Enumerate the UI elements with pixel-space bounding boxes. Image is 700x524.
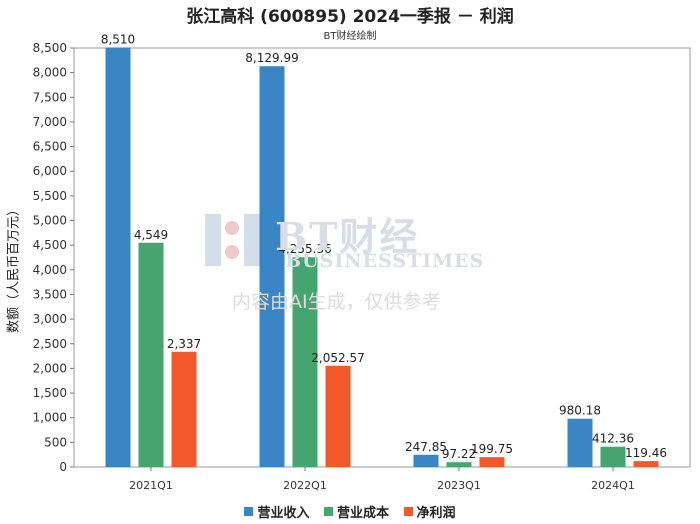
legend-item-net-profit[interactable]: 净利润 <box>403 502 456 521</box>
legend-swatch-net-profit <box>403 507 413 516</box>
bar-value-label: 199.75 <box>471 442 513 456</box>
bar <box>138 242 164 467</box>
y-tick-label: 3,500 <box>33 287 67 301</box>
legend-swatch-cost <box>323 507 333 516</box>
legend-item-revenue[interactable]: 营业收入 <box>244 502 309 521</box>
bar-value-label: 97.22 <box>442 447 476 461</box>
y-tick-label: 8,500 <box>33 41 67 55</box>
legend-item-cost[interactable]: 营业成本 <box>323 502 389 521</box>
bar <box>105 47 131 468</box>
bar <box>259 66 285 467</box>
watermark-sub: BUSINESSTIMES <box>285 250 485 272</box>
x-tick-label: 2022Q1 <box>283 479 327 492</box>
y-tick-label: 3,000 <box>33 312 67 326</box>
watermark-notice: 内容由AI生成，仅供参考 <box>232 291 441 313</box>
y-tick-label: 5,000 <box>33 214 67 228</box>
watermark-brand: BT财经 <box>275 214 420 259</box>
x-tick-label: 2024Q1 <box>591 479 635 492</box>
chart-title: 张江高科 (600895) 2024一季报 － 利润 <box>186 7 514 27</box>
bar <box>325 365 351 467</box>
bar-value-label: 8,510 <box>101 33 135 47</box>
bar <box>446 462 472 467</box>
y-axis-label: 数额（人民币百万元） <box>6 202 22 334</box>
bar <box>413 454 439 467</box>
x-tick-label: 2023Q1 <box>437 479 481 492</box>
y-tick-label: 6,500 <box>33 140 67 154</box>
chart-subtitle: BT财经绘制 <box>323 31 377 42</box>
y-tick-label: 5,500 <box>33 189 67 203</box>
y-tick-label: 4,500 <box>33 238 67 252</box>
chart-data-labels: 8,510 4,549 2,337 8,129.99 4,255.36 2,052.57 2… <box>101 33 667 462</box>
bar-value-label: 4,255.36 <box>278 242 331 256</box>
bar-value-label: 247.85 <box>405 440 447 454</box>
bar-value-label: 2,052.57 <box>311 351 364 365</box>
y-tick-label: 4,000 <box>33 263 67 277</box>
chart-axes: 0 500 1,000 1,500 2,000 2,500 3,000 3,500 4,000 4… <box>33 41 691 492</box>
bar-value-label: 4,549 <box>134 228 168 242</box>
chart-legend: 营业收入 营业成本 净利润 <box>0 502 700 521</box>
y-tick-label: 500 <box>44 435 67 449</box>
bar-value-label: 8,129.99 <box>245 51 298 65</box>
bar <box>633 461 659 467</box>
bar-value-label: 412.36 <box>592 432 634 446</box>
bar <box>292 257 318 467</box>
y-tick-label: 7,000 <box>33 115 67 129</box>
y-tick-label: 6,000 <box>33 164 67 178</box>
chart-bars <box>105 47 659 468</box>
x-tick-label: 2021Q1 <box>129 479 173 492</box>
bar-value-label: 119.46 <box>625 446 667 460</box>
y-tick-label: 1,500 <box>33 386 67 400</box>
bar <box>600 446 626 467</box>
bar <box>479 457 505 467</box>
y-tick-label: 0 <box>59 460 67 474</box>
plot-area-frame <box>73 47 691 468</box>
y-tick-label: 1,000 <box>33 411 67 425</box>
y-tick-label: 7,500 <box>33 90 67 104</box>
legend-label-cost: 营业成本 <box>336 506 389 521</box>
bar-value-label: 980.18 <box>559 404 601 418</box>
y-tick-label: 2,500 <box>33 337 67 351</box>
bar <box>171 351 197 467</box>
bar <box>567 418 593 467</box>
bar-value-label: 2,337 <box>167 337 201 351</box>
y-tick-label: 2,000 <box>33 361 67 375</box>
bt-logo-watermark-icon <box>205 214 268 266</box>
legend-swatch-revenue <box>244 507 254 516</box>
legend-label-net-profit: 净利润 <box>416 506 456 521</box>
y-tick-label: 8,000 <box>33 66 67 80</box>
legend-label-revenue: 营业收入 <box>257 506 310 521</box>
